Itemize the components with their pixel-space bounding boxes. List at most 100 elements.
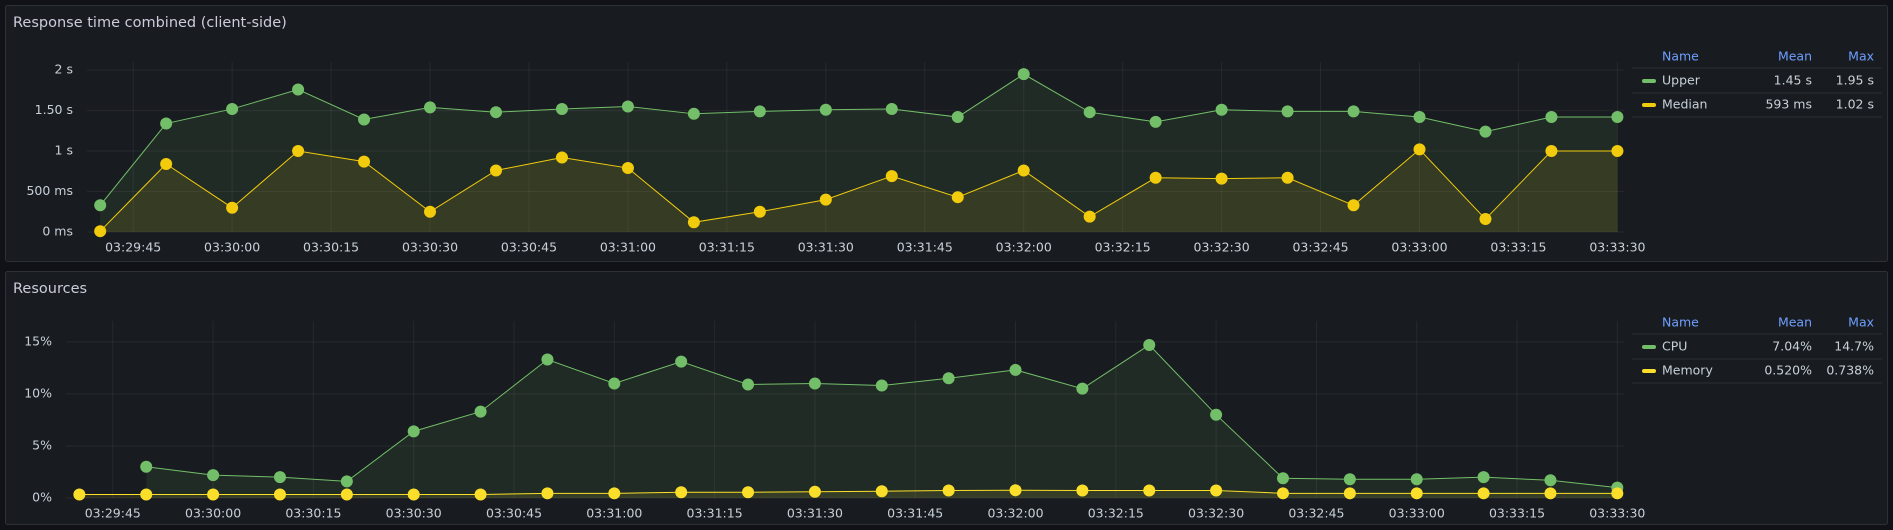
point (942, 484, 955, 497)
point (541, 487, 554, 500)
point (1009, 484, 1022, 497)
x-tick-label: 03:32:30 (1194, 240, 1250, 255)
point (489, 106, 502, 119)
point (489, 164, 502, 177)
point (621, 162, 634, 175)
area-fill (100, 149, 1618, 232)
x-tick-label: 03:32:00 (996, 240, 1052, 255)
x-tick-label: 03:30:45 (501, 240, 557, 255)
legend-stat: 7.04% (1772, 339, 1812, 354)
point (1017, 68, 1030, 81)
legend-label[interactable]: CPU (1662, 339, 1687, 354)
point (1276, 487, 1289, 500)
point (675, 486, 688, 499)
point (1611, 487, 1624, 500)
point (1479, 125, 1492, 138)
point (94, 225, 107, 238)
x-tick-label: 03:33:15 (1489, 506, 1545, 521)
x-tick-label: 03:33:15 (1490, 240, 1546, 255)
point (1477, 471, 1490, 484)
legend-stat: 1.45 s (1774, 73, 1812, 88)
x-tick-label: 03:31:00 (600, 240, 656, 255)
x-tick-label: 03:33:30 (1589, 240, 1645, 255)
point (1009, 363, 1022, 376)
point (1477, 487, 1490, 500)
x-tick-label: 03:30:00 (204, 240, 260, 255)
legend-label[interactable]: Memory (1662, 363, 1713, 378)
point (1149, 171, 1162, 184)
point (1215, 103, 1228, 116)
point (1276, 472, 1289, 485)
series-line (99, 148, 1618, 232)
legend-header: Name (1662, 49, 1699, 64)
point (1210, 408, 1223, 421)
point (340, 475, 353, 488)
point (1343, 487, 1356, 500)
point (555, 151, 568, 164)
point (1083, 106, 1096, 119)
point (1149, 115, 1162, 128)
panel (5, 271, 1888, 525)
point (140, 460, 153, 473)
legend-stat: 0.738% (1826, 363, 1874, 378)
x-tick-label: 03:32:45 (1292, 240, 1348, 255)
legend-stat: 593 ms (1765, 97, 1812, 112)
point (875, 485, 888, 498)
y-tick-label: 0% (32, 490, 52, 505)
point (358, 113, 371, 126)
series-line (99, 73, 1618, 206)
y-tick-label: 500 ms (26, 183, 73, 198)
x-tick-label: 03:30:15 (303, 240, 359, 255)
area-fill (146, 344, 1618, 498)
legend-label[interactable]: Upper (1662, 73, 1701, 88)
x-tick-label: 03:31:45 (887, 506, 943, 521)
point (407, 488, 420, 501)
x-tick-label: 03:32:15 (1095, 240, 1151, 255)
point (555, 102, 568, 115)
point (407, 425, 420, 438)
legend-header: Max (1848, 49, 1874, 64)
x-tick-label: 03:30:15 (285, 506, 341, 521)
point (358, 155, 371, 168)
legend-header: Max (1848, 315, 1874, 330)
point (742, 486, 755, 499)
x-tick-label: 03:31:15 (699, 240, 755, 255)
point (1545, 145, 1558, 158)
point (753, 205, 766, 218)
point (687, 216, 700, 229)
x-tick-label: 03:33:00 (1391, 240, 1447, 255)
point (1413, 143, 1426, 156)
point (1210, 484, 1223, 497)
point (687, 107, 700, 120)
x-tick-label: 03:32:15 (1088, 506, 1144, 521)
legend-swatch (1642, 79, 1656, 83)
legend-label[interactable]: Median (1662, 97, 1707, 112)
point (1347, 105, 1360, 118)
point (226, 201, 239, 214)
x-tick-label: 03:31:30 (787, 506, 843, 521)
point (742, 378, 755, 391)
series-line (79, 489, 1618, 495)
y-tick-label: 2 s (55, 62, 73, 77)
y-tick-label: 1.50 s (35, 102, 73, 117)
point (424, 205, 437, 218)
point (1343, 473, 1356, 486)
point (424, 101, 437, 114)
x-tick-label: 03:29:45 (85, 506, 141, 521)
point (73, 488, 86, 501)
x-tick-label: 03:30:30 (402, 240, 458, 255)
point (1611, 111, 1624, 124)
legend-header: Mean (1778, 315, 1812, 330)
point (160, 158, 173, 170)
panel-content: Resources 0% 5% 10% 15% 03:29:45 03:30:00 03:30… (13, 281, 1882, 521)
point (1281, 171, 1294, 184)
point (1347, 199, 1360, 212)
point (608, 487, 621, 500)
point (1544, 487, 1557, 500)
point (753, 105, 766, 118)
x-tick-label: 03:33:30 (1589, 506, 1645, 521)
x-tick-label: 03:30:30 (386, 506, 442, 521)
x-tick-label: 03:30:45 (486, 506, 542, 521)
point (819, 193, 832, 206)
